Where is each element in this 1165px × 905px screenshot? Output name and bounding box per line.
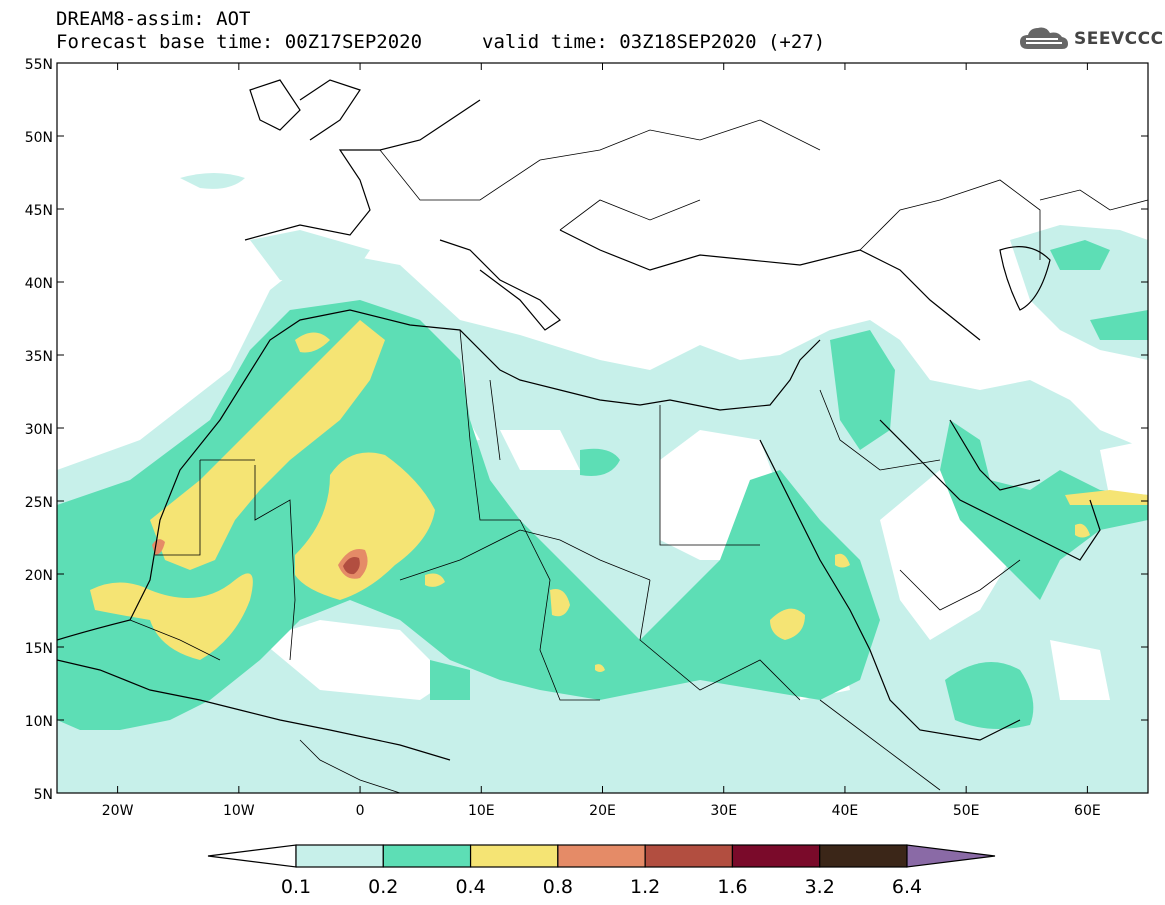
seevccc-logo: SEEVCCC bbox=[1018, 24, 1164, 54]
colorbar-label-5: 1.6 bbox=[717, 876, 747, 898]
cloud-icon bbox=[1020, 27, 1068, 49]
colorbar-label-3: 0.8 bbox=[543, 876, 573, 898]
longitude-labels: 20W 10W 0 10E 20E 30E 40E 50E 60E bbox=[102, 803, 1101, 819]
lon-label-10W: 10W bbox=[223, 803, 255, 819]
colorbar-high-arrow bbox=[906, 844, 996, 868]
colorbar-label-7: 6.4 bbox=[892, 876, 922, 898]
forecast-base-time: Forecast base time: 00Z17SEP2020 bbox=[56, 31, 423, 53]
lon-label-0: 0 bbox=[356, 803, 365, 819]
lon-label-50E: 50E bbox=[953, 803, 980, 819]
colorbar-box-5 bbox=[644, 844, 734, 868]
lat-label-10N: 10N bbox=[25, 714, 53, 730]
colorbar-box-4 bbox=[557, 844, 646, 868]
lon-label-20W: 20W bbox=[102, 803, 134, 819]
colorbar-low-arrow bbox=[207, 844, 297, 868]
aot-clear-areas bbox=[260, 405, 1148, 700]
latitude-labels: 55N 50N 45N 40N 35N 30N 25N 20N 15N 10N 5N bbox=[25, 57, 53, 803]
colorbar-label-0: 0.1 bbox=[281, 876, 311, 898]
lat-label-20N: 20N bbox=[25, 568, 53, 584]
lon-label-60E: 60E bbox=[1074, 803, 1101, 819]
map-frame bbox=[56, 62, 1149, 794]
aot-field bbox=[57, 63, 1148, 793]
colorbar-box-6 bbox=[731, 844, 821, 868]
country-borders bbox=[129, 119, 1148, 793]
colorbar bbox=[207, 844, 996, 868]
colorbar-box-7 bbox=[819, 844, 908, 868]
aot-level-0-4 bbox=[90, 320, 1148, 672]
lat-label-35N: 35N bbox=[25, 349, 53, 365]
colorbar-box-2 bbox=[382, 844, 472, 868]
colorbar-box-3 bbox=[469, 844, 559, 868]
colorbar-label-1: 0.2 bbox=[368, 876, 398, 898]
colorbar-label-4: 1.2 bbox=[630, 876, 660, 898]
lat-label-45N: 45N bbox=[25, 203, 53, 219]
logo-text: SEEVCCC bbox=[1074, 29, 1164, 49]
lat-label-15N: 15N bbox=[25, 641, 53, 657]
aot-level-1-2 bbox=[343, 557, 360, 575]
colorbar-box-1 bbox=[295, 844, 384, 868]
coastlines bbox=[57, 79, 1101, 761]
aot-level-0-1 bbox=[57, 173, 1148, 793]
lon-label-20E: 20E bbox=[589, 803, 616, 819]
lon-label-10E: 10E bbox=[468, 803, 495, 819]
aot-level-0-8 bbox=[152, 539, 368, 579]
valid-time: valid time: 03Z18SEP2020 (+27) bbox=[482, 31, 826, 53]
colorbar-label-6: 3.2 bbox=[805, 876, 835, 898]
lon-label-40E: 40E bbox=[832, 803, 859, 819]
lon-label-30E: 30E bbox=[710, 803, 737, 819]
map-title: DREAM8-assim: AOT bbox=[56, 8, 251, 30]
lat-label-40N: 40N bbox=[25, 276, 53, 292]
colorbar-labels: 0.1 0.2 0.4 0.8 1.2 1.6 3.2 6.4 bbox=[281, 876, 922, 898]
lat-label-50N: 50N bbox=[25, 130, 53, 146]
lat-label-5N: 5N bbox=[34, 787, 53, 803]
lat-label-25N: 25N bbox=[25, 495, 53, 511]
colorbar-label-2: 0.4 bbox=[455, 876, 485, 898]
lat-label-55N: 55N bbox=[25, 57, 53, 73]
lat-label-30N: 30N bbox=[25, 422, 53, 438]
aot-level-0-2 bbox=[57, 240, 1148, 730]
